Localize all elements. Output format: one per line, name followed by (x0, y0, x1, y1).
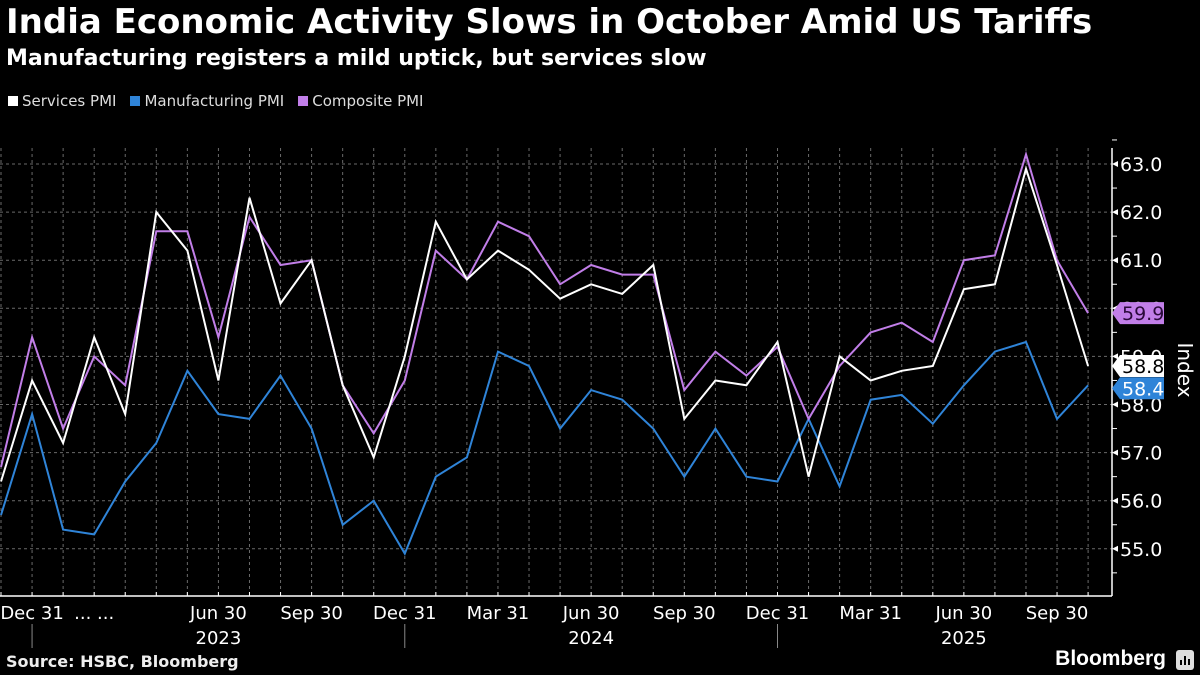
last-value-badge-manufacturing (1112, 377, 1164, 400)
legend-label-services: Services PMI (22, 92, 117, 110)
x-year-label: 2023 (196, 628, 242, 649)
legend-item-manufacturing: Manufacturing PMI (130, 92, 284, 110)
x-tick-label: Sep 30 (1026, 603, 1089, 624)
x-tick-label: Jun 30 (189, 603, 247, 624)
legend-swatch-composite (298, 96, 309, 106)
x-tick-label: Dec 31 (373, 603, 436, 624)
y-tick-label: 62.0 (1120, 202, 1162, 224)
series-line-composite (0, 150, 1089, 468)
x-tick-label: Sep 30 (653, 603, 716, 624)
bloomberg-logo: Bloomberg (1055, 647, 1166, 670)
legend-label-manufacturing: Manufacturing PMI (144, 92, 285, 110)
legend-swatch-manufacturing (130, 96, 141, 106)
legend-swatch-services (8, 96, 18, 106)
y-tick-mark (1112, 545, 1118, 552)
legend: Services PMI Manufacturing PMI Composite… (8, 92, 423, 110)
x-tick-label: Mar 31 (467, 603, 530, 624)
last-value-label-composite: 59.9 (1122, 303, 1164, 325)
y-tick-mark (1112, 449, 1118, 456)
y-axis-label: Index (1173, 342, 1197, 397)
series-line-manufacturing (0, 340, 1089, 556)
legend-label-composite: Composite PMI (312, 92, 424, 110)
legend-item-services: Services PMI (8, 92, 116, 110)
y-tick-label: 57.0 (1120, 443, 1162, 465)
y-tick-mark (1112, 209, 1118, 216)
y-tick-mark (1112, 497, 1118, 504)
y-tick-label: 55.0 (1120, 539, 1162, 561)
x-tick-label: Sep 30 (280, 603, 343, 624)
y-tick-label: 61.0 (1120, 250, 1162, 272)
last-value-badge-services (1112, 355, 1164, 378)
y-tick-mark (1112, 353, 1118, 360)
last-value-label-services: 58.8 (1122, 356, 1164, 378)
y-tick-mark (1112, 257, 1118, 264)
y-tick-mark (1112, 161, 1118, 167)
source-note: Source: HSBC, Bloomberg (6, 652, 239, 671)
chart-title: India Economic Activity Slows in October… (6, 2, 1093, 42)
x-year-label: 2025 (941, 628, 987, 649)
x-tick-label: ... ... (74, 603, 114, 624)
legend-item-composite: Composite PMI (298, 92, 423, 110)
bloomberg-chart-icon (1176, 650, 1194, 670)
last-value-badge-composite (1112, 302, 1164, 325)
y-tick-label: 56.0 (1120, 491, 1162, 513)
x-tick-label: Jun 30 (934, 603, 992, 624)
y-tick-label: 63.0 (1120, 154, 1162, 176)
y-tick-mark (1112, 401, 1118, 408)
x-tick-label: Dec 31 (0, 603, 63, 624)
series-line-services (0, 165, 1090, 482)
x-year-label: 2024 (568, 628, 614, 649)
chart-subtitle: Manufacturing registers a mild uptick, b… (6, 46, 707, 71)
y-tick-label: 58.0 (1120, 395, 1162, 417)
x-tick-label: Mar 31 (839, 603, 902, 624)
last-value-label-manufacturing: 58.4 (1122, 378, 1164, 400)
x-tick-label: Dec 31 (746, 603, 809, 624)
x-tick-label: Jun 30 (562, 603, 620, 624)
